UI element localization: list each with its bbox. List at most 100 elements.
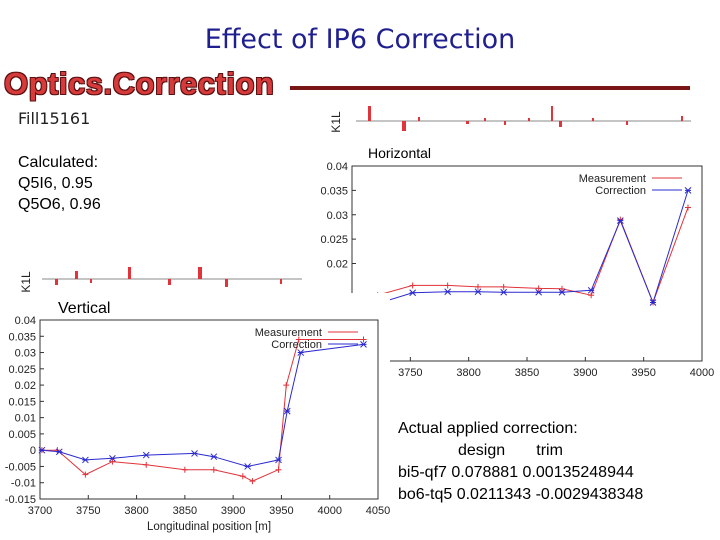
correction-point — [444, 288, 452, 296]
measurement-point — [283, 382, 290, 389]
y-tick-label: 0.02 — [327, 259, 348, 271]
actual-correction-row-bi5: bi5-qf7 0.078881 0.00135248944 — [398, 464, 634, 481]
correction-series-line — [41, 343, 364, 468]
x-tick-label: 3800 — [456, 367, 480, 378]
measurement-point — [295, 336, 302, 343]
x-tick-label: 3900 — [221, 505, 245, 517]
actual-correction-heading: Actual applied correction: — [398, 420, 578, 437]
fill-number-label: Fill15161 — [18, 109, 91, 128]
vertical-plot-frame — [39, 319, 379, 500]
actual-correction-columns: design trim — [458, 442, 563, 459]
correction-point — [275, 456, 282, 464]
vertical-chart-title: Vertical — [58, 300, 110, 317]
y-tick-label: 0.01 — [15, 413, 36, 425]
y-tick-label: -0.015 — [5, 494, 36, 506]
correction-point — [210, 453, 218, 461]
y-tick-label: 0 — [30, 445, 36, 457]
measurement-point — [82, 471, 89, 478]
correction-point — [649, 299, 657, 306]
y-tick-label: 0.02 — [15, 380, 36, 392]
y-tick-label: 0.015 — [8, 396, 36, 408]
correction-point — [191, 450, 198, 457]
measurement-point — [559, 285, 565, 292]
measurement-point — [685, 204, 691, 211]
measurement-point — [409, 282, 416, 289]
correction-point — [283, 407, 291, 415]
measurement-point — [588, 292, 595, 299]
legend-label: Measurement — [255, 327, 322, 339]
k1l-strip-horizontal: K1L — [329, 106, 691, 133]
measurement-point — [360, 336, 367, 343]
correction-point — [360, 341, 367, 348]
correction-point — [55, 448, 63, 456]
calculated-block: Calculated: Q5I6, 0.95 Q5O6, 0.96 — [18, 152, 101, 215]
measurement-point — [275, 466, 282, 473]
slide-title: Effect of IP6 Correction — [204, 24, 516, 55]
correction-point — [684, 187, 692, 194]
correction-point — [109, 454, 116, 462]
correction-point — [587, 286, 595, 294]
correction-series-line — [377, 190, 689, 304]
k1l-axis-label-vertical: K1L — [20, 271, 33, 293]
x-tick-label: 3750 — [398, 367, 422, 378]
x-tick-label: 3850 — [173, 505, 197, 517]
x-tick-label: 3700 — [28, 505, 52, 517]
correction-point — [616, 217, 624, 224]
correction-point — [558, 288, 566, 296]
horizontal-plot-frame — [351, 165, 703, 362]
calculated-heading: Calculated: — [18, 154, 99, 171]
measurement-series-line — [377, 207, 689, 304]
vertical-chart: 3700 3750 3800 3850 3900 3950 4000 4050 0.04 0.03… — [5, 300, 390, 533]
horizontal-chart-title: Horizontal — [368, 148, 431, 161]
header-rule — [290, 86, 690, 90]
measurement-point — [500, 283, 507, 290]
legend-label: Correction — [271, 339, 322, 351]
y-tick-label: 0.025 — [320, 234, 348, 246]
y-tick-label: 0.035 — [8, 331, 36, 343]
x-tick-label: 3950 — [631, 367, 655, 378]
x-tick-label: 3800 — [124, 505, 148, 517]
legend-label: Correction — [595, 185, 646, 197]
measurement-point — [181, 466, 188, 473]
measurement-point — [535, 285, 542, 292]
measurement-point — [210, 466, 217, 473]
correction-point — [474, 288, 482, 296]
y-tick-label: 0.025 — [8, 364, 36, 376]
y-tick-label: 0.03 — [327, 210, 348, 222]
correction-point — [535, 288, 543, 296]
correction-point — [500, 288, 508, 296]
actual-correction-row-bo6: bo6-tq5 0.0211343 -0.0029438348 — [398, 486, 644, 503]
correction-point — [142, 451, 150, 459]
legend-label: Measurement — [579, 173, 646, 185]
y-tick-label: 0.04 — [327, 161, 348, 173]
y-tick-label: 0.005 — [8, 429, 36, 441]
section-header: Optics.Correction — [4, 66, 275, 101]
x-tick-label: 3850 — [515, 367, 539, 378]
calculated-line-q5o6: Q5O6, 0.96 — [18, 196, 101, 213]
x-axis-title: Longitudinal position [m] — [147, 521, 271, 533]
y-tick-label: 0.03 — [15, 348, 36, 360]
x-tick-label: 4050 — [366, 505, 390, 517]
x-tick-label: 4000 — [317, 505, 341, 517]
correction-point — [409, 289, 417, 297]
x-tick-label: 3750 — [76, 505, 100, 517]
k1l-axis-label: K1L — [329, 111, 343, 133]
y-tick-label: -0.005 — [5, 461, 36, 473]
measurement-point — [475, 283, 481, 290]
measurement-point — [109, 458, 116, 465]
measurement-point — [249, 478, 256, 485]
x-tick-label: 4000 — [690, 367, 714, 378]
calculated-line-q5i6: Q5I6, 0.95 — [18, 175, 93, 192]
x-tick-label: 3950 — [269, 505, 293, 517]
y-tick-label: 0.04 — [15, 315, 36, 327]
correction-point — [82, 456, 89, 464]
x-tick-label: 3900 — [573, 367, 597, 378]
measurement-point — [444, 282, 451, 289]
y-tick-label: 0.035 — [320, 185, 348, 197]
correction-point — [297, 349, 305, 356]
y-tick-label: -0.01 — [11, 478, 36, 490]
measurement-point — [143, 461, 150, 468]
horizontal-chart: 3750 3800 3850 3900 3950 4000 0.04 0.035 0.03 0.0… — [320, 148, 714, 378]
measurement-point — [239, 473, 246, 480]
actual-correction-block: Actual applied correction: design trim b… — [398, 418, 643, 506]
